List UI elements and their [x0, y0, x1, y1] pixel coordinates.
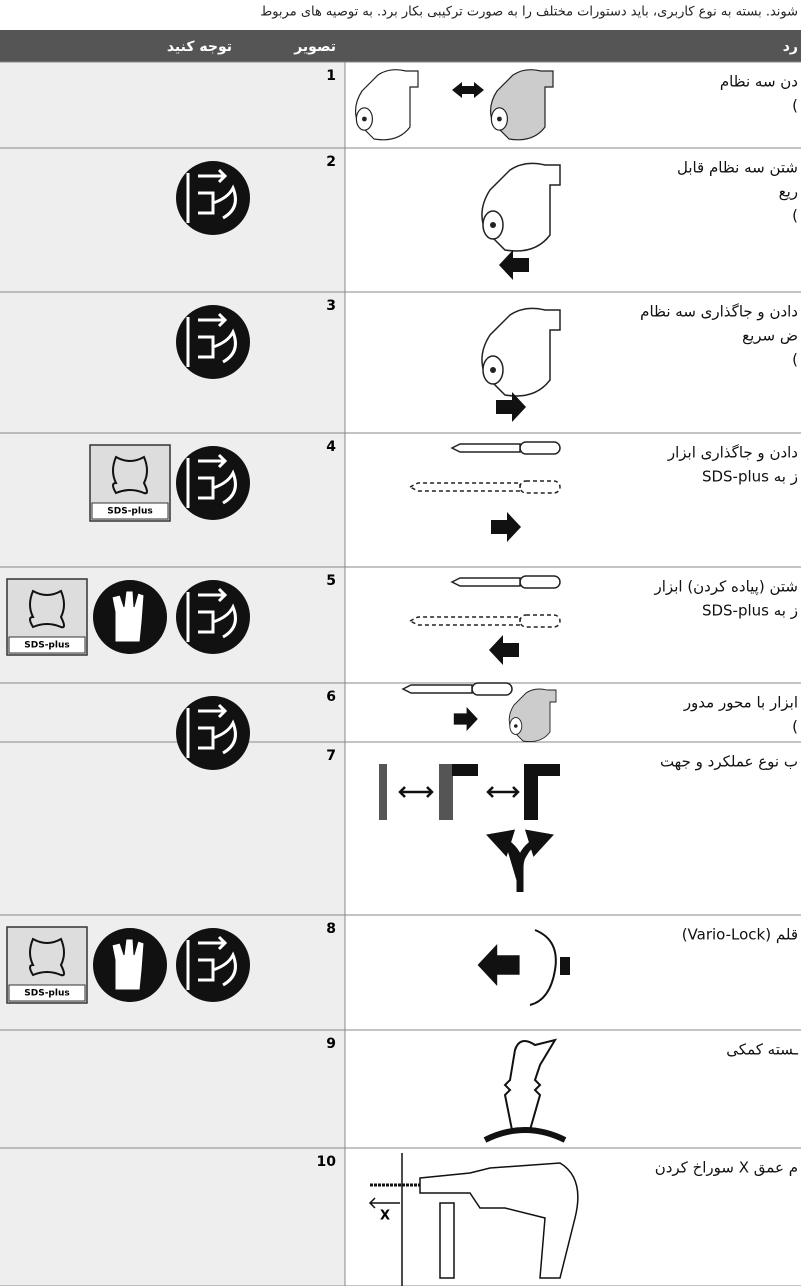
row-text: ز به SDS-plus — [702, 468, 798, 486]
unplug-symbol — [186, 453, 237, 508]
bit-flute — [401, 684, 473, 694]
bit-flute — [408, 616, 521, 626]
row-text: شتن (پیاده کردن) ابزار — [654, 578, 798, 597]
bit-shank — [471, 682, 513, 696]
bit-flute — [450, 577, 521, 587]
unplug-symbol — [186, 935, 237, 990]
chuck-hole — [514, 724, 518, 728]
row-text: ) — [792, 97, 798, 115]
chuck-hole — [362, 116, 367, 122]
lock-bar — [560, 957, 570, 975]
chuck — [508, 688, 557, 743]
mode-arrow — [398, 786, 520, 798]
chuck-hole — [490, 367, 496, 373]
row-number: 3 — [326, 298, 336, 314]
row-number: 6 — [326, 689, 336, 705]
arrow — [453, 707, 478, 731]
side-handle — [439, 1202, 455, 1279]
row-text: شتن سه نظام قابل — [677, 159, 798, 177]
arrow — [491, 512, 521, 542]
depth-arrow — [368, 1197, 400, 1209]
arrow — [489, 635, 519, 665]
sds-label-bg — [8, 636, 86, 654]
double-arrow — [452, 82, 484, 98]
unplug-symbol — [186, 703, 237, 758]
header-action: رد — [783, 39, 798, 55]
unplug-symbol — [186, 168, 237, 223]
chuck-hole — [490, 222, 496, 228]
arrow — [496, 392, 526, 422]
row-text: دادن و جاگذاری ابزار — [667, 444, 798, 462]
bit-flute — [408, 482, 521, 492]
sds-symbol — [29, 589, 65, 629]
bit-shank — [519, 480, 561, 494]
bit-flute — [450, 443, 521, 453]
row-number: 2 — [326, 154, 336, 170]
arrow — [499, 250, 529, 280]
sds-symbol — [29, 937, 65, 977]
chuck-hole — [497, 116, 502, 122]
row-text: دادن و جاگذاری سه نظام — [640, 303, 798, 321]
sds-label: SDS-plus — [107, 507, 152, 517]
sds-symbol — [112, 455, 148, 495]
header-figure: تصویر — [293, 39, 336, 55]
row-text: ) — [792, 351, 798, 369]
chuck — [354, 69, 419, 141]
unplug-symbol — [186, 312, 237, 367]
sds-label-bg — [8, 984, 86, 1002]
mode-symbol — [379, 764, 387, 820]
row-text: دن سه نظام — [720, 73, 798, 91]
bit-shank — [519, 575, 561, 589]
row-text: ز به SDS-plus — [702, 602, 798, 620]
row-number: 10 — [317, 1154, 337, 1170]
notes-column — [0, 62, 345, 1286]
row-text: ) — [792, 207, 798, 225]
chuck — [489, 69, 554, 141]
row-number: 5 — [326, 573, 336, 589]
bit-shank — [519, 441, 561, 455]
mode-hammer — [530, 764, 560, 776]
arrow — [477, 944, 520, 986]
row-text: ب نوع عملکرد و جهت — [660, 753, 798, 771]
row-text: ـسته کمکی — [726, 1041, 798, 1059]
rotation — [529, 929, 557, 1006]
unplug-symbol — [186, 587, 237, 642]
row-number: 1 — [326, 68, 336, 84]
header-notes: توجه کنید — [167, 39, 232, 55]
gloves-symbol — [111, 938, 145, 991]
drill-body — [419, 1162, 579, 1279]
sds-label: SDS-plus — [24, 989, 69, 999]
row-text: ) — [792, 718, 798, 736]
mode-symbol — [524, 764, 538, 820]
depth-label: X — [380, 1209, 390, 1224]
intro-text: شوند. بسته به نوع کاربری، باید دستورات م… — [260, 5, 798, 20]
header-bar — [0, 30, 801, 62]
row-number: 9 — [326, 1036, 336, 1052]
row-text: م عمق X سوراخ کردن — [655, 1159, 798, 1177]
direction-arrow — [486, 829, 554, 892]
chuck — [481, 162, 561, 252]
row-text: ابزار با محور مدور — [683, 694, 798, 712]
mode-hammer — [452, 764, 478, 776]
sds-label: SDS-plus — [24, 641, 69, 651]
bit-shank — [519, 614, 561, 628]
row-number: 4 — [326, 439, 336, 455]
handle — [503, 1038, 558, 1131]
row-text: ریع — [779, 183, 798, 201]
row-number: 8 — [326, 921, 336, 937]
chuck — [481, 307, 561, 397]
sds-label-bg — [91, 502, 169, 520]
swing-arrow — [483, 1127, 567, 1143]
gloves-symbol — [111, 590, 145, 643]
mode-symbol — [439, 764, 453, 820]
row-text: ض سریع — [742, 327, 798, 345]
row-text: قلم (Vario-Lock) — [682, 926, 798, 944]
row-number: 7 — [326, 748, 336, 764]
